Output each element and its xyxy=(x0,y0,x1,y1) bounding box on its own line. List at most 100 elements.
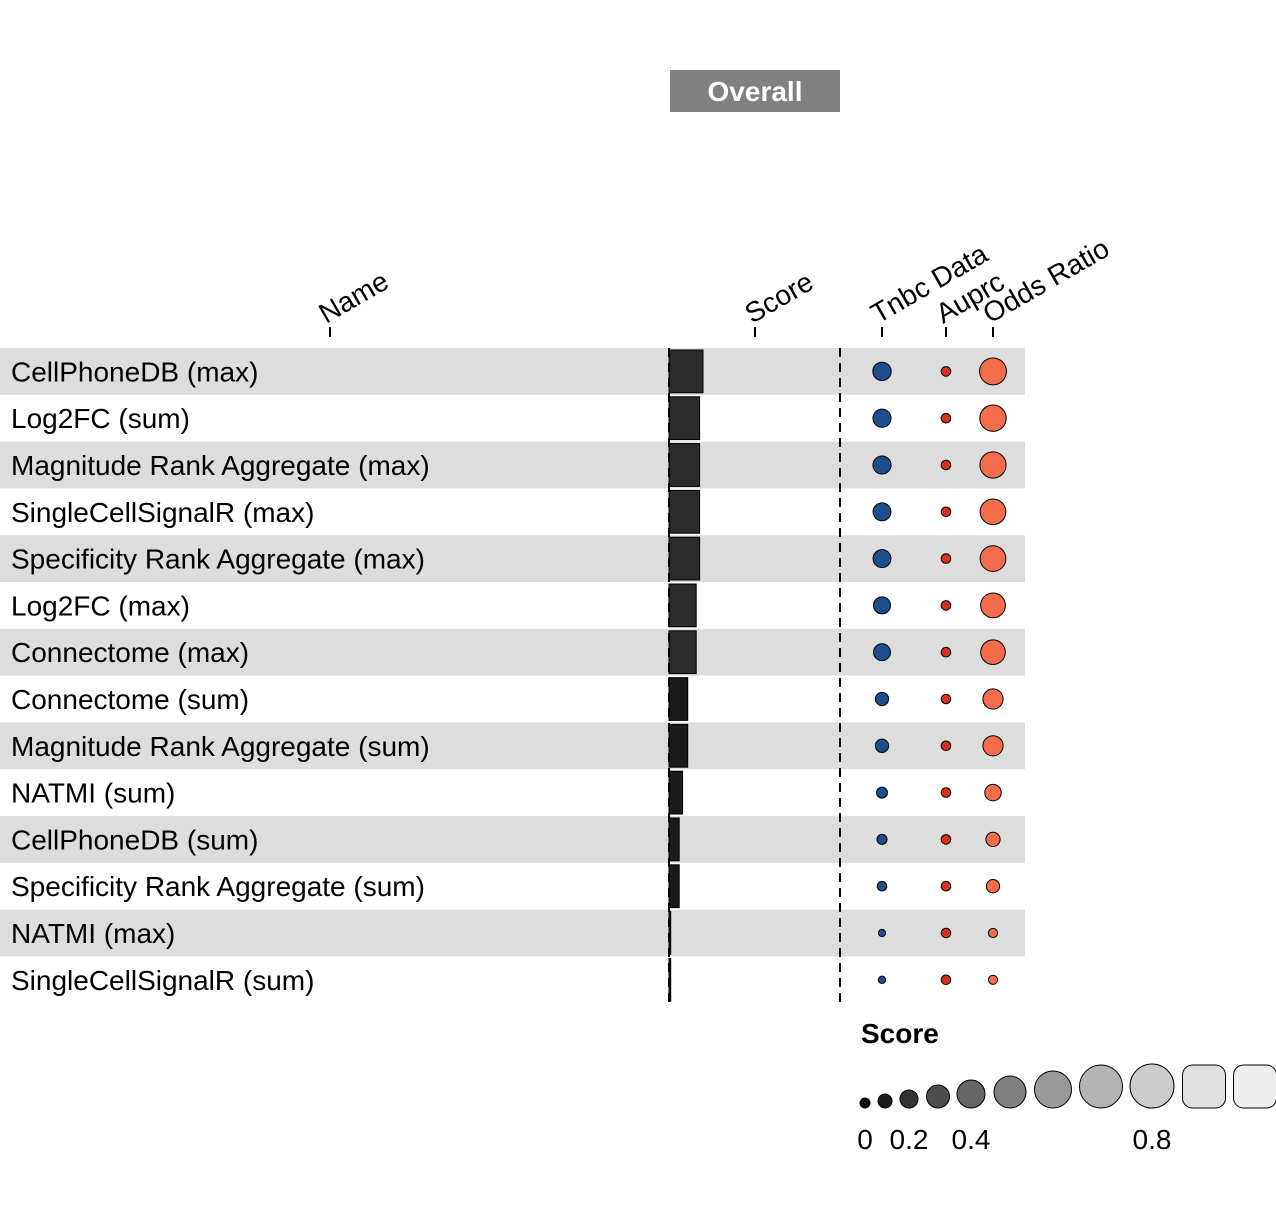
auprc-dot xyxy=(940,506,952,518)
odds-ratio-dot xyxy=(979,357,1007,386)
row-band xyxy=(0,348,1025,395)
tnbc-dot xyxy=(872,549,892,569)
score-bar xyxy=(668,396,701,441)
legend-shape xyxy=(1079,1064,1123,1109)
tnbc-dot xyxy=(872,361,892,382)
legend-tick-labels: 0 0.2 0.4 0.8 xyxy=(857,1124,1171,1155)
column-headers: Name Score Tnbc Data Auprc Odds Ratio xyxy=(314,232,1114,337)
row-band xyxy=(0,722,1025,770)
legend-tick-label: 0 xyxy=(857,1124,873,1155)
odds-ratio-dot xyxy=(987,974,999,985)
odds-ratio-dot xyxy=(980,639,1006,665)
legend-shape xyxy=(1182,1064,1226,1109)
row-band xyxy=(0,441,1025,489)
odds-ratio-dot xyxy=(979,498,1007,526)
legend-shape xyxy=(1129,1063,1175,1109)
score-legend: Score 0 0.2 0.4 0.8 xyxy=(857,1018,1276,1155)
odds-ratio-dot xyxy=(979,451,1007,479)
row-name-label: Specificity Rank Aggregate (max) xyxy=(11,544,425,575)
row-name-label: Log2FC (sum) xyxy=(11,403,190,434)
row-name-label: Magnitude Rank Aggregate (sum) xyxy=(11,731,430,762)
legend-shape xyxy=(1233,1064,1276,1109)
row-name-label: Connectome (max) xyxy=(11,637,249,668)
auprc-dot xyxy=(940,740,952,752)
tnbc-dot xyxy=(877,928,887,938)
tnbc-dot xyxy=(872,455,892,475)
score-bar xyxy=(668,630,697,675)
score-bar xyxy=(668,677,689,721)
tnbc-dot xyxy=(872,408,892,428)
score-bar xyxy=(668,349,704,394)
auprc-dot xyxy=(940,834,952,845)
row-band xyxy=(0,909,1025,957)
tnbc-dot xyxy=(876,880,888,892)
legend-shape xyxy=(926,1084,950,1109)
row-name-label: SingleCellSignalR (sum) xyxy=(11,965,314,996)
tnbc-dot xyxy=(873,596,891,615)
score-bar xyxy=(668,583,697,628)
row-name-label: Connectome (sum) xyxy=(11,684,249,715)
legend-tick-label: 0.4 xyxy=(952,1124,991,1155)
score-bar xyxy=(668,489,701,534)
auprc-dot xyxy=(940,366,952,377)
tnbc-dot xyxy=(873,643,891,662)
odds-ratio-dot xyxy=(979,545,1007,572)
score-bar xyxy=(668,443,701,487)
auprc-dot xyxy=(940,787,952,798)
legend-shape xyxy=(859,1097,871,1109)
legend-title: Score xyxy=(861,1018,939,1049)
auprc-dot xyxy=(940,693,952,705)
row-bands xyxy=(0,348,1025,957)
tnbc-dot xyxy=(876,786,888,799)
legend-shape xyxy=(899,1089,919,1109)
overall-header-label: Overall xyxy=(708,76,803,107)
odds-ratio-dot xyxy=(979,404,1007,432)
row-names: CellPhoneDB (max) Log2FC (sum) Magnitude R… xyxy=(11,356,430,995)
row-name-label: NATMI (max) xyxy=(11,918,175,949)
score-bar xyxy=(668,723,689,768)
odds-ratio-dot xyxy=(985,831,1001,848)
odds-ratio-dot xyxy=(982,735,1004,757)
odds-ratio-dot xyxy=(984,783,1002,802)
legend-shapes xyxy=(859,1063,1276,1109)
score-bar xyxy=(668,817,680,862)
row-name-label: SingleCellSignalR (max) xyxy=(11,497,314,528)
auprc-dot xyxy=(940,927,952,939)
legend-shape xyxy=(877,1093,893,1109)
tnbc-dot xyxy=(872,502,892,522)
auprc-dot xyxy=(940,600,952,611)
score-column-header: Score xyxy=(740,266,819,329)
row-name-label: Log2FC (max) xyxy=(11,590,190,621)
legend-tick-label: 0.2 xyxy=(890,1124,929,1155)
odds-ratio-dot xyxy=(980,592,1006,619)
name-column-header: Name xyxy=(314,265,394,329)
metric-dots xyxy=(872,357,1007,986)
legend-shape xyxy=(1034,1070,1072,1109)
auprc-dot xyxy=(940,974,952,986)
tnbc-dot xyxy=(877,975,887,984)
odds-ratio-dot xyxy=(985,879,1001,894)
row-band xyxy=(0,816,1025,863)
legend-shape xyxy=(993,1075,1027,1109)
tnbc-dot xyxy=(874,691,890,707)
overall-header-box xyxy=(670,70,840,112)
row-band xyxy=(0,628,1025,676)
row-name-label: Magnitude Rank Aggregate (max) xyxy=(11,450,430,481)
row-name-label: CellPhoneDB (sum) xyxy=(11,824,258,855)
row-name-label: Specificity Rank Aggregate (sum) xyxy=(11,871,425,902)
score-bar xyxy=(668,536,701,581)
legend-tick-label: 0.8 xyxy=(1133,1124,1172,1155)
legend-shape xyxy=(956,1079,986,1109)
row-band xyxy=(0,535,1025,582)
auprc-dot xyxy=(940,553,952,564)
auprc-dot xyxy=(940,412,952,424)
auprc-dot xyxy=(940,459,952,471)
score-bars xyxy=(668,349,704,1002)
tnbc-dot xyxy=(876,833,888,845)
score-bar xyxy=(668,864,680,909)
row-name-label: NATMI (sum) xyxy=(11,778,175,809)
tnbc-dot xyxy=(874,738,890,753)
odds-ratio-dot xyxy=(987,927,999,939)
score-bar xyxy=(668,770,684,815)
